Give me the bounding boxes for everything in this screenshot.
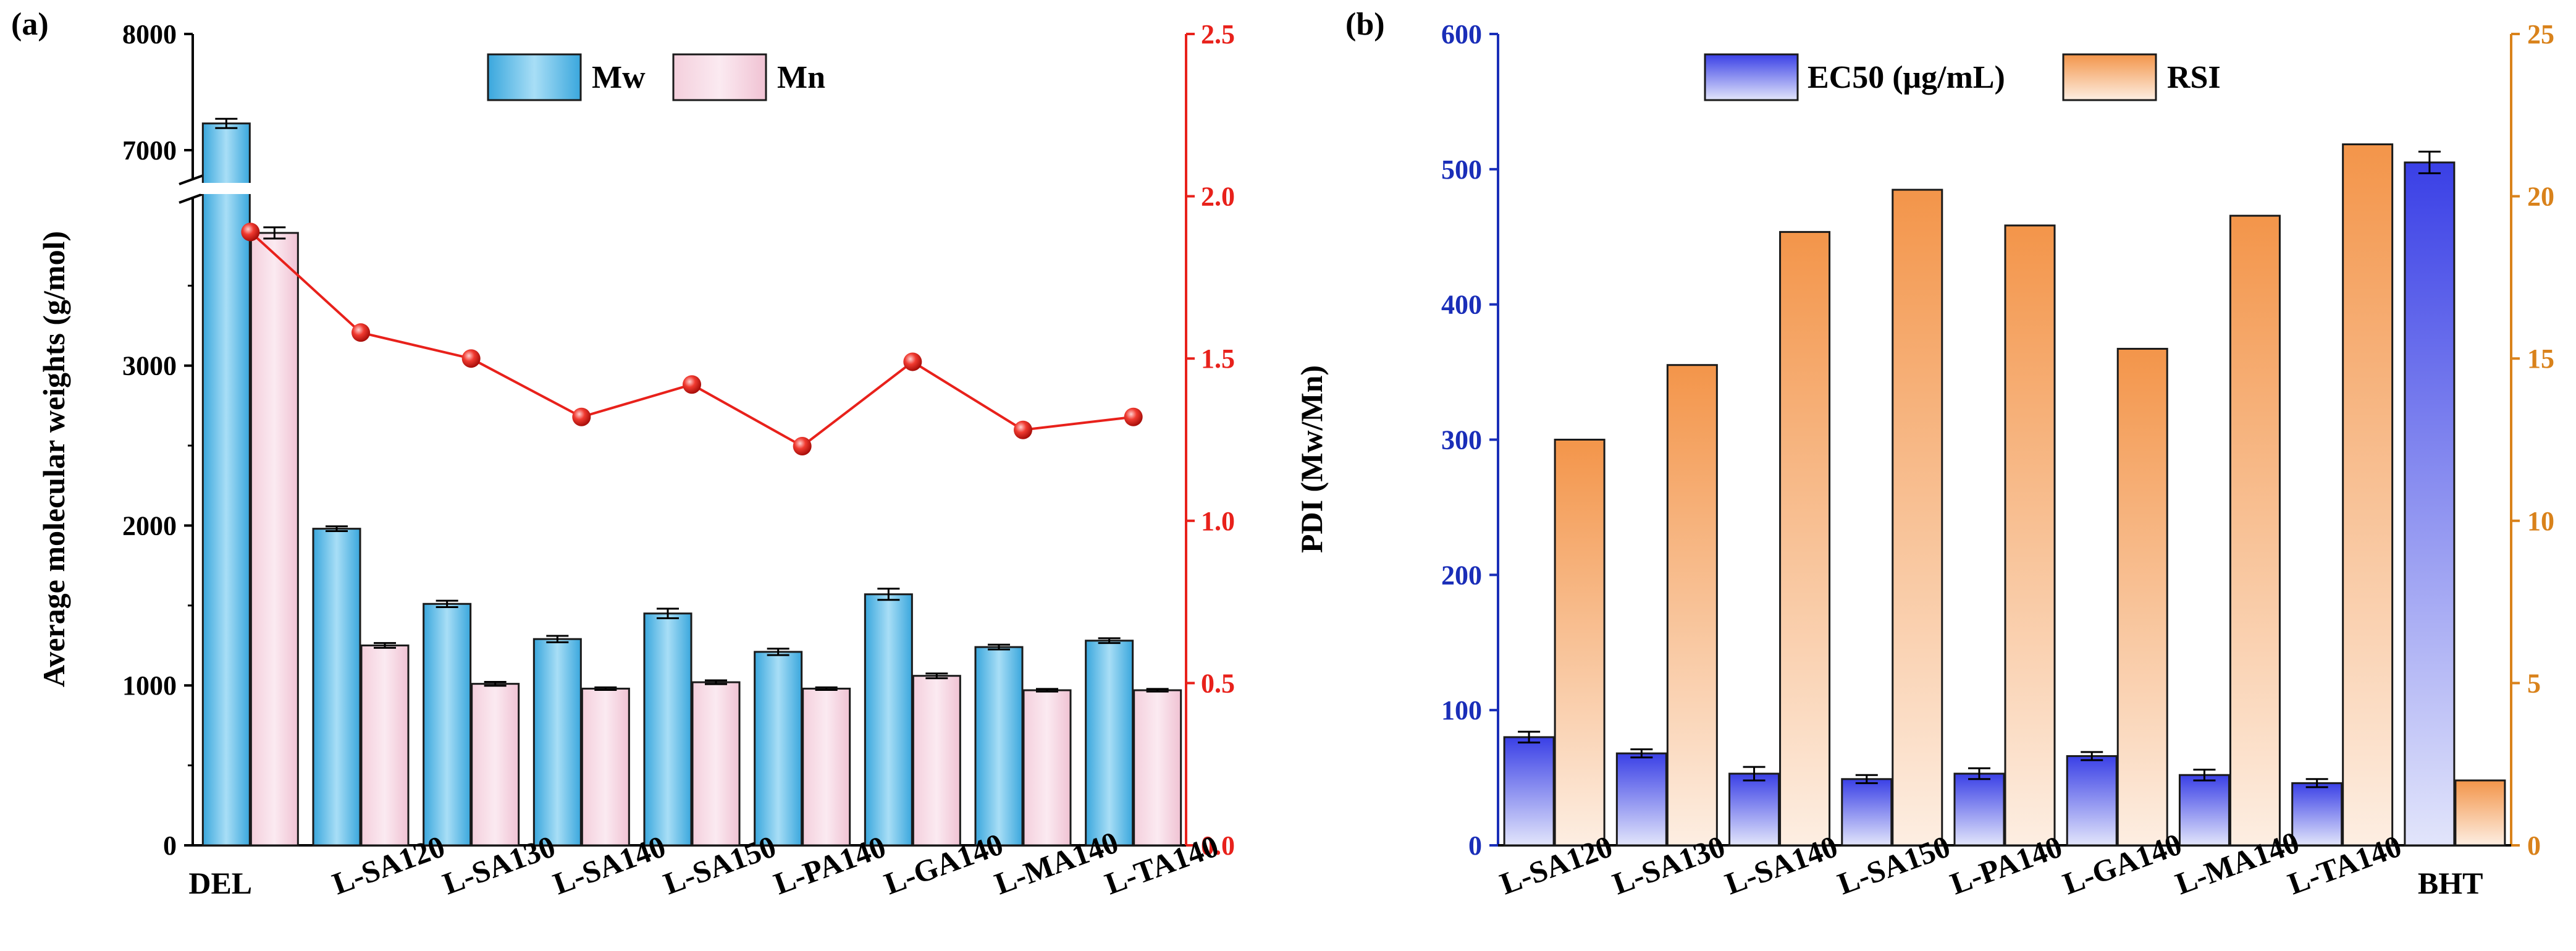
panel-a-bar-mw [864, 593, 913, 847]
panel-a-y-tick-label: 7000 [122, 135, 177, 166]
panel-a-y-tick-label: 8000 [122, 19, 177, 49]
panel-a-pdi-point [903, 352, 922, 371]
panel-b-bar-ec50 [1728, 772, 1780, 847]
panel-b-y2-tick-label: 0 [2527, 831, 2541, 861]
panel-a-bar-mn [1133, 689, 1182, 847]
panel-a-y2-tick-label: 1.5 [1201, 344, 1235, 374]
panel-b-label: (b) [1345, 7, 1385, 42]
panel-b-y-tick-label: 400 [1441, 290, 1482, 320]
panel-b-bar-ec50 [2291, 782, 2343, 847]
panel-b-bar-rsi [2229, 214, 2281, 847]
panel-a-pdi-point [1124, 407, 1143, 426]
panel-a-bar-mn [360, 645, 410, 847]
panel-a-y-tick-label: 0 [163, 831, 177, 861]
panel-b-bar-rsi [2454, 779, 2506, 847]
legend-label-mw: Mw [592, 60, 646, 95]
panel-a-bar-mn [250, 232, 299, 847]
panel-a-y2-tick-label: 0.5 [1201, 668, 1235, 698]
legend-label-ec50: EC50 (μg/mL) [1808, 60, 2005, 95]
panel-b-y-tick-label: 200 [1441, 560, 1482, 590]
panel-b-category-bht: BHT [2418, 866, 2483, 900]
panel-a-bar-mw [643, 612, 692, 847]
panel-a-bar-mw [201, 190, 251, 847]
panel-b-bar-rsi [1666, 364, 1718, 847]
panel-b-bar-ec50 [1841, 778, 1893, 847]
legend-label-mn: Mn [777, 60, 825, 95]
panel-a-axis-break-mark [179, 173, 207, 185]
panel-a-y-tick-label: 3000 [122, 351, 177, 381]
panel-b-y2-tick-label: 20 [2527, 182, 2554, 212]
panel-b-bar-rsi [2116, 347, 2168, 847]
panel-a-bar-mn [802, 687, 851, 847]
panel-a-bar-mn [691, 681, 741, 847]
panel-b-bar-ec50 [1503, 736, 1555, 847]
panel-a-y2-axis-label: PDI (Mw/Mn) [1294, 365, 1329, 553]
panel-a-bar-mw [532, 638, 582, 847]
panel-b-bar-ec50 [2178, 774, 2230, 847]
panel-a-bar-mw [1085, 640, 1134, 847]
panel-a-bar-mw [754, 651, 803, 847]
panel-a-pdi-point [461, 349, 481, 368]
panel-b-y2-tick-label: 10 [2527, 506, 2554, 536]
panel-b-y2-tick-label: 15 [2527, 344, 2554, 374]
legend-swatch-ec50 [1704, 53, 1799, 101]
panel-b-y2-tick-label: 5 [2527, 668, 2541, 698]
panel-a-bar-mn [581, 687, 630, 847]
panel-a-legend: Mw Mn [487, 53, 825, 101]
panel-b-bars [1503, 143, 2506, 847]
panel-b-y2-tick-label: 25 [2527, 19, 2554, 49]
panel-a-bar-mn [471, 683, 520, 847]
panel-a-bar-mw [423, 602, 472, 847]
panel-a-pdi-point [1014, 420, 1032, 439]
panel-b-y-tick-label: 100 [1441, 695, 1482, 725]
panel-a-pdi-point [793, 437, 812, 456]
panel-a-y2-tick-label: 1.0 [1201, 506, 1235, 536]
panel-b-y-tick-label: 500 [1441, 154, 1482, 185]
panel-a-pdi-point [572, 407, 591, 426]
panel-b-y-tick-label: 300 [1441, 425, 1482, 455]
panel-b-y-tick-label: 0 [1468, 831, 1482, 861]
panel-b-bar-rsi [2342, 143, 2394, 847]
panel-b-bar-ec50 [1615, 752, 1667, 847]
panel-a-pdi-point [241, 222, 260, 242]
panel-b-bar-ec50 [1953, 772, 2005, 847]
panel-a-molecular-weights: (a) Average molecular weights (g/mol) PD… [11, 7, 1329, 901]
panel-a-bar-mw [312, 528, 361, 847]
panel-a-label: (a) [11, 7, 49, 42]
panel-a-pdi-line [249, 230, 1134, 448]
panel-a-y2-tick-label: 2.5 [1201, 19, 1235, 49]
legend-label-rsi: RSI [2167, 60, 2221, 95]
panel-b-bar-rsi [1554, 439, 1606, 847]
panel-a-y-axis-label: Average molecular weights (g/mol) [36, 231, 71, 687]
panel-a-bar-mn [1022, 689, 1072, 847]
panel-b-y-tick-label: 600 [1441, 19, 1482, 49]
panel-b-bar-rsi [1892, 188, 1943, 847]
panel-a-pdi-series [241, 222, 1143, 456]
panel-a-y-tick-label: 2000 [122, 510, 177, 541]
panel-a-y-tick-label: 1000 [122, 670, 177, 701]
panel-a-right-axis: 0.0 0.5 1.0 1.5 2.0 2.5 [1185, 19, 1235, 861]
panel-a-y2-tick-label: 0.0 [1201, 831, 1235, 861]
panel-a-bars [200, 117, 1182, 847]
panel-b-bar-rsi [2004, 224, 2056, 847]
panel-b-axes: 0 100 200 300 400 500 600 0 5 10 15 20 25 [1441, 19, 2554, 861]
legend-swatch-rsi [2062, 53, 2157, 101]
panel-b-bar-ec50 [2066, 755, 2118, 847]
panel-a-category-del: DEL [188, 866, 252, 900]
panel-a-pdi-point [351, 323, 370, 342]
panel-b-bar-ec50 [2404, 161, 2456, 847]
panel-a-bar-break-gap [200, 183, 253, 194]
legend-swatch-mw [487, 53, 582, 101]
panel-a-y2-tick-label: 2.0 [1201, 182, 1235, 212]
panel-a-bar-mn [912, 675, 961, 847]
panel-a-bar-mw [974, 646, 1024, 847]
panel-a-bar-mw-upper [201, 122, 251, 187]
panel-b-legend: EC50 (μg/mL) RSI [1704, 53, 2221, 101]
panel-b-bar-rsi [1779, 230, 1831, 847]
legend-swatch-mn [672, 53, 767, 101]
panel-a-pdi-point [683, 375, 701, 394]
panel-a-axis-break-mark [179, 192, 207, 204]
